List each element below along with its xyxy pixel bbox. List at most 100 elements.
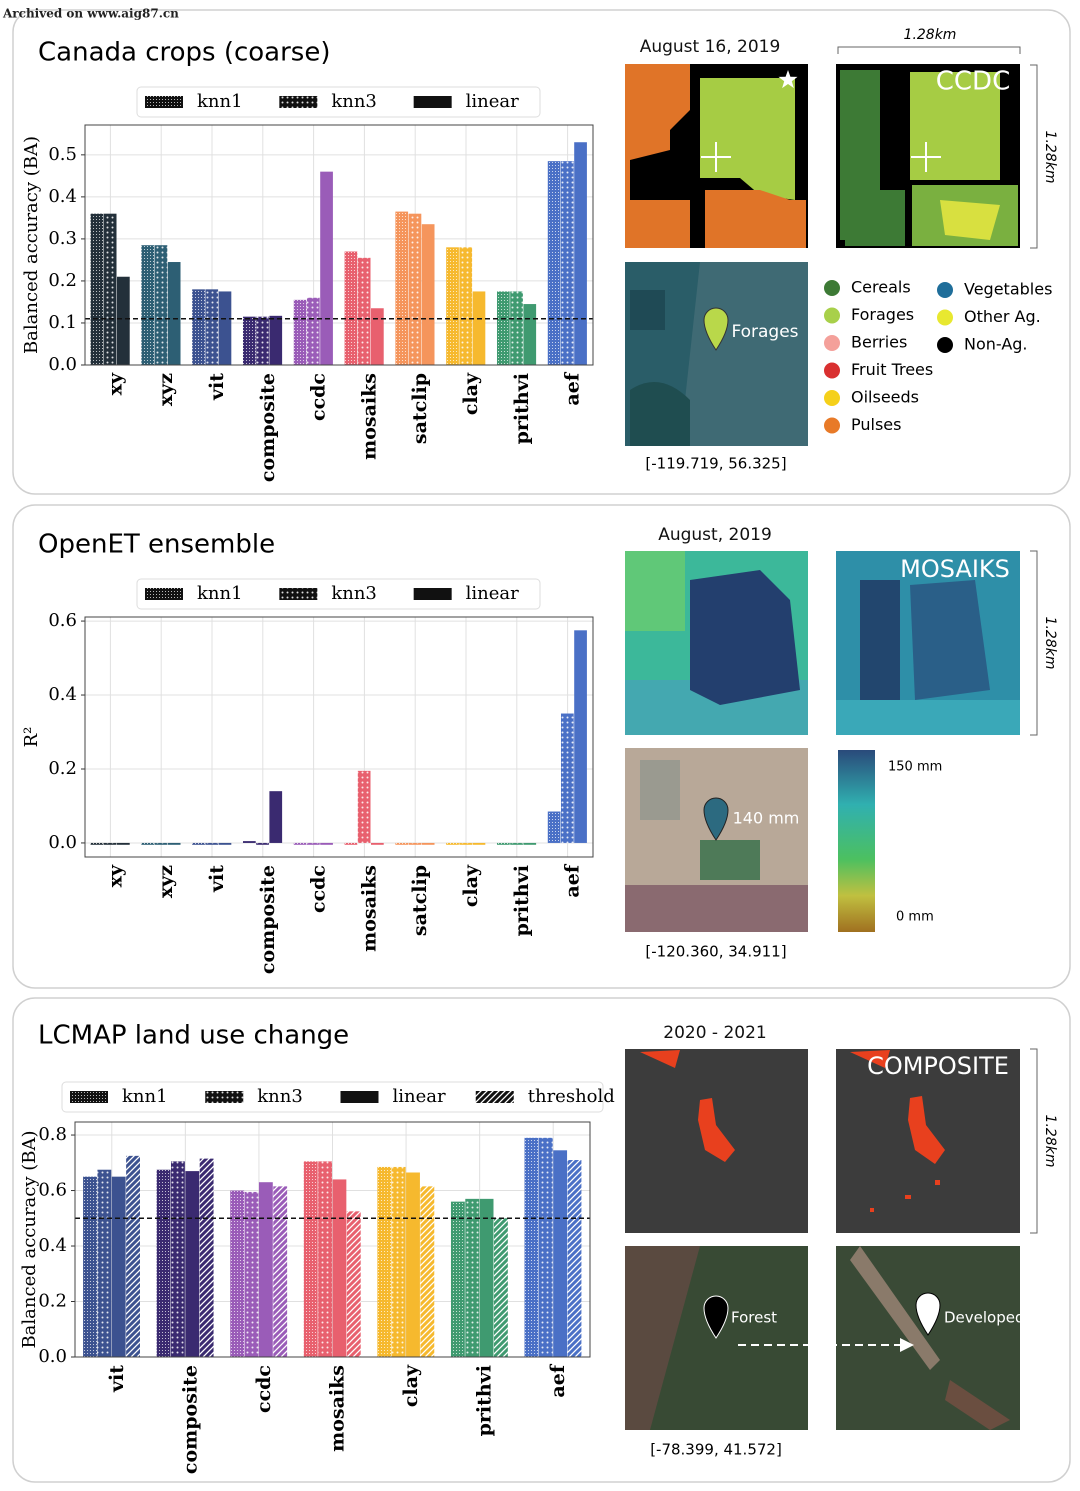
bar: [421, 224, 435, 365]
bar: [459, 247, 473, 365]
bar: [553, 1150, 568, 1357]
x-tick-label: ccdc: [253, 1365, 275, 1413]
scale-label: 1.28km: [1042, 617, 1058, 670]
plot-frame: [84, 616, 594, 858]
y-axis-label: R²: [21, 727, 42, 748]
bar: [103, 213, 117, 365]
x-tick-label: aef: [547, 1363, 569, 1397]
bar: [320, 842, 333, 845]
legend-dot: [937, 282, 953, 298]
coords: [-119.719, 56.325]: [645, 455, 786, 473]
plot-frame: [84, 124, 594, 366]
bar: [371, 308, 384, 365]
bar: [242, 316, 256, 365]
bar: [293, 842, 307, 845]
x-tick-label: clay: [460, 864, 482, 907]
plot-frame: [74, 1121, 591, 1358]
legend-box: [61, 1081, 604, 1113]
bar: [156, 1169, 171, 1357]
y-tick-label: 0.2: [38, 1291, 67, 1312]
legend-label: knn3: [331, 91, 377, 112]
legend-label: Berries: [851, 333, 907, 352]
bar: [459, 842, 473, 845]
bar: [306, 842, 320, 845]
pin-label: Forages: [731, 322, 798, 342]
crop-legend: Cereals Forages Berries Fruit Trees Oilseeds…: [824, 278, 1052, 434]
bar: [293, 299, 307, 365]
bar: [523, 842, 537, 845]
legend-swatch: [205, 1091, 244, 1103]
bar: [357, 770, 371, 843]
legend-box: [136, 86, 541, 118]
chart-title: Canada crops (coarse): [38, 38, 331, 68]
bar: [472, 842, 486, 845]
bar: [167, 262, 181, 365]
date: August, 2019: [658, 525, 772, 545]
bar: [320, 171, 333, 365]
bar: [256, 842, 269, 845]
pin-label: 140 mm: [733, 809, 800, 828]
legend-label: linear: [393, 1086, 446, 1107]
bar: [472, 291, 486, 365]
legend-swatch: [413, 96, 452, 108]
bar: [496, 842, 510, 845]
bar: [154, 842, 168, 845]
x-tick-label: ccdc: [308, 373, 330, 421]
bar: [574, 142, 587, 365]
legend-dot: [937, 309, 953, 326]
x-tick-label: vit: [206, 373, 228, 401]
y-axis-label: Balanced accuracy (BA): [21, 136, 42, 354]
legend-label: Oilseeds: [851, 388, 919, 407]
bar: [154, 245, 168, 365]
bar: [111, 1176, 126, 1357]
legend-swatch: [145, 96, 183, 108]
legend-dot: [824, 280, 840, 296]
pin-label: Developed: [944, 1309, 1025, 1327]
y-tick-label: 0.2: [48, 758, 77, 779]
bar: [90, 842, 104, 845]
bar: [421, 842, 435, 845]
bar: [510, 291, 523, 365]
coords: [-78.399, 41.572]: [650, 1441, 782, 1459]
bar: [83, 1176, 97, 1357]
y-tick-label: 0.8: [38, 1124, 67, 1145]
legend-dot: [824, 335, 840, 351]
date: 2020 - 2021: [663, 1023, 766, 1043]
scale-brackets: [837, 46, 1038, 1234]
arrow-head: [900, 1338, 914, 1352]
bar: [344, 842, 358, 845]
legend-label: linear: [466, 583, 519, 604]
legend-label: Other Ag.: [964, 307, 1041, 326]
bar: [269, 315, 283, 365]
bar: [141, 245, 155, 365]
x-tick-label: composite: [179, 1365, 201, 1474]
scale-label: 1.28km: [1042, 1115, 1058, 1168]
y-tick-label: 0.4: [48, 684, 77, 705]
bar: [332, 1179, 347, 1357]
coords: [-120.360, 34.911]: [645, 943, 786, 961]
bar: [230, 1190, 245, 1357]
y-tick-label: 0.0: [48, 832, 77, 853]
x-tick-label: satclip: [409, 865, 431, 936]
method-label: COMPOSITE: [867, 1052, 1009, 1080]
legend-swatch: [475, 1091, 514, 1103]
y-tick-label: 0.4: [48, 186, 77, 207]
bar: [560, 713, 574, 843]
bar: [408, 842, 422, 845]
bar: [524, 1137, 539, 1357]
bar: [493, 1218, 508, 1357]
bar: [567, 1160, 582, 1357]
legend-label: Non-Ag.: [964, 335, 1028, 354]
pin: [915, 1292, 941, 1336]
legend-label: knn3: [257, 1086, 303, 1107]
colorbar-label: 0 mm: [896, 910, 934, 925]
x-tick-label: clay: [460, 372, 482, 415]
bar: [171, 1161, 185, 1357]
legend-box: [136, 578, 541, 610]
bar: [465, 1198, 480, 1357]
y-tick-label: 0.0: [48, 354, 77, 375]
x-tick-label: satclip: [409, 373, 431, 444]
legend-swatch: [279, 588, 318, 600]
y-tick-label: 0.1: [48, 312, 77, 333]
